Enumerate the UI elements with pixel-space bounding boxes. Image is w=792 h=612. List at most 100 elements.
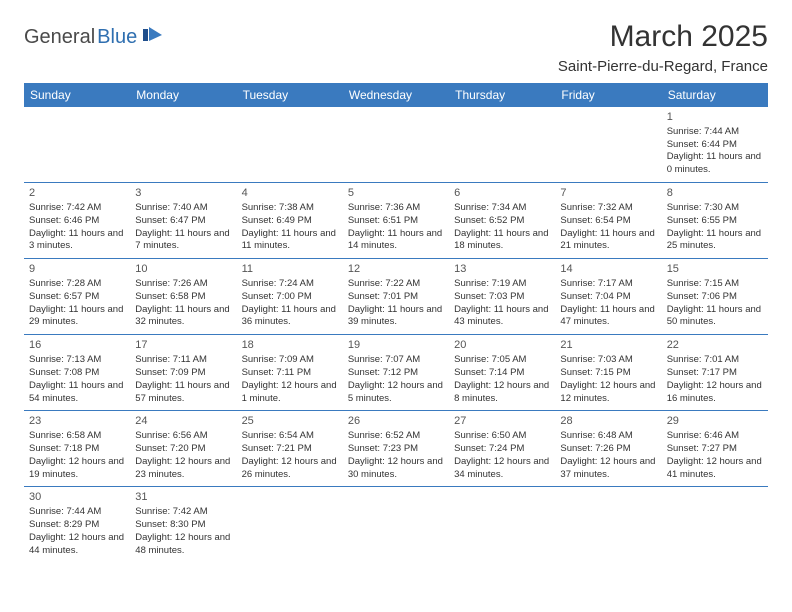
- day-info: Sunrise: 7:32 AMSunset: 6:54 PMDaylight:…: [560, 202, 656, 253]
- day-header: Monday: [130, 83, 236, 107]
- sunrise-text: Sunrise: 7:19 AM: [454, 278, 550, 291]
- daylight-text: Daylight: 11 hours and 0 minutes.: [667, 151, 763, 177]
- calendar-day-cell: 14Sunrise: 7:17 AMSunset: 7:04 PMDayligh…: [555, 259, 661, 335]
- daylight-text: Daylight: 11 hours and 7 minutes.: [135, 228, 231, 254]
- sunrise-text: Sunrise: 7:15 AM: [667, 278, 763, 291]
- calendar-day-cell: 4Sunrise: 7:38 AMSunset: 6:49 PMDaylight…: [237, 183, 343, 259]
- calendar-week-row: 23Sunrise: 6:58 AMSunset: 7:18 PMDayligh…: [24, 411, 768, 487]
- sunset-text: Sunset: 7:11 PM: [242, 367, 338, 380]
- daylight-text: Daylight: 12 hours and 19 minutes.: [29, 456, 125, 482]
- sunset-text: Sunset: 7:00 PM: [242, 291, 338, 304]
- daylight-text: Daylight: 11 hours and 32 minutes.: [135, 304, 231, 330]
- day-number: 15: [667, 262, 763, 277]
- calendar-day-cell: 29Sunrise: 6:46 AMSunset: 7:27 PMDayligh…: [662, 411, 768, 487]
- daylight-text: Daylight: 11 hours and 36 minutes.: [242, 304, 338, 330]
- sunset-text: Sunset: 6:55 PM: [667, 215, 763, 228]
- calendar-day-cell: [449, 107, 555, 183]
- day-header: Thursday: [449, 83, 555, 107]
- daylight-text: Daylight: 12 hours and 34 minutes.: [454, 456, 550, 482]
- calendar-day-cell: 31Sunrise: 7:42 AMSunset: 8:30 PMDayligh…: [130, 487, 236, 563]
- calendar-day-cell: 22Sunrise: 7:01 AMSunset: 7:17 PMDayligh…: [662, 335, 768, 411]
- day-number: 11: [242, 262, 338, 277]
- calendar-table: Sunday Monday Tuesday Wednesday Thursday…: [24, 83, 768, 563]
- day-number: 28: [560, 414, 656, 429]
- sunrise-text: Sunrise: 7:44 AM: [667, 126, 763, 139]
- calendar-week-row: 16Sunrise: 7:13 AMSunset: 7:08 PMDayligh…: [24, 335, 768, 411]
- calendar-day-cell: [449, 487, 555, 563]
- day-number: 14: [560, 262, 656, 277]
- sunset-text: Sunset: 6:49 PM: [242, 215, 338, 228]
- month-title: March 2025: [558, 20, 768, 54]
- daylight-text: Daylight: 12 hours and 8 minutes.: [454, 380, 550, 406]
- daylight-text: Daylight: 11 hours and 39 minutes.: [348, 304, 444, 330]
- calendar-day-cell: 6Sunrise: 7:34 AMSunset: 6:52 PMDaylight…: [449, 183, 555, 259]
- calendar-week-row: 1Sunrise: 7:44 AMSunset: 6:44 PMDaylight…: [24, 107, 768, 183]
- calendar-day-cell: 12Sunrise: 7:22 AMSunset: 7:01 PMDayligh…: [343, 259, 449, 335]
- day-number: 12: [348, 262, 444, 277]
- day-info: Sunrise: 7:17 AMSunset: 7:04 PMDaylight:…: [560, 278, 656, 329]
- calendar-day-cell: 8Sunrise: 7:30 AMSunset: 6:55 PMDaylight…: [662, 183, 768, 259]
- day-header: Friday: [555, 83, 661, 107]
- daylight-text: Daylight: 12 hours and 1 minute.: [242, 380, 338, 406]
- daylight-text: Daylight: 11 hours and 54 minutes.: [29, 380, 125, 406]
- calendar-day-cell: [237, 487, 343, 563]
- sunset-text: Sunset: 7:27 PM: [667, 443, 763, 456]
- header: General Blue March 2025 Saint-Pierre-du-…: [24, 20, 768, 75]
- day-info: Sunrise: 7:11 AMSunset: 7:09 PMDaylight:…: [135, 354, 231, 405]
- day-info: Sunrise: 7:26 AMSunset: 6:58 PMDaylight:…: [135, 278, 231, 329]
- daylight-text: Daylight: 12 hours and 26 minutes.: [242, 456, 338, 482]
- day-number: 16: [29, 338, 125, 353]
- sunrise-text: Sunrise: 6:56 AM: [135, 430, 231, 443]
- calendar-day-cell: 27Sunrise: 6:50 AMSunset: 7:24 PMDayligh…: [449, 411, 555, 487]
- sunset-text: Sunset: 7:09 PM: [135, 367, 231, 380]
- sunrise-text: Sunrise: 6:58 AM: [29, 430, 125, 443]
- sunrise-text: Sunrise: 6:46 AM: [667, 430, 763, 443]
- sunset-text: Sunset: 6:52 PM: [454, 215, 550, 228]
- sunset-text: Sunset: 7:26 PM: [560, 443, 656, 456]
- calendar-day-cell: 24Sunrise: 6:56 AMSunset: 7:20 PMDayligh…: [130, 411, 236, 487]
- calendar-day-cell: 20Sunrise: 7:05 AMSunset: 7:14 PMDayligh…: [449, 335, 555, 411]
- daylight-text: Daylight: 12 hours and 12 minutes.: [560, 380, 656, 406]
- calendar-day-cell: 2Sunrise: 7:42 AMSunset: 6:46 PMDaylight…: [24, 183, 130, 259]
- sunrise-text: Sunrise: 7:38 AM: [242, 202, 338, 215]
- sunset-text: Sunset: 7:01 PM: [348, 291, 444, 304]
- day-number: 29: [667, 414, 763, 429]
- sunset-text: Sunset: 6:51 PM: [348, 215, 444, 228]
- day-info: Sunrise: 7:44 AMSunset: 6:44 PMDaylight:…: [667, 126, 763, 177]
- calendar-day-cell: [130, 107, 236, 183]
- sunset-text: Sunset: 6:46 PM: [29, 215, 125, 228]
- calendar-day-cell: 9Sunrise: 7:28 AMSunset: 6:57 PMDaylight…: [24, 259, 130, 335]
- sunset-text: Sunset: 7:17 PM: [667, 367, 763, 380]
- day-info: Sunrise: 7:44 AMSunset: 8:29 PMDaylight:…: [29, 506, 125, 557]
- day-info: Sunrise: 7:07 AMSunset: 7:12 PMDaylight:…: [348, 354, 444, 405]
- day-info: Sunrise: 7:03 AMSunset: 7:15 PMDaylight:…: [560, 354, 656, 405]
- day-number: 31: [135, 490, 231, 505]
- calendar-day-cell: 11Sunrise: 7:24 AMSunset: 7:00 PMDayligh…: [237, 259, 343, 335]
- sunset-text: Sunset: 6:44 PM: [667, 139, 763, 152]
- sunrise-text: Sunrise: 7:13 AM: [29, 354, 125, 367]
- day-header: Saturday: [662, 83, 768, 107]
- logo-text-blue: Blue: [97, 26, 137, 49]
- sunrise-text: Sunrise: 7:36 AM: [348, 202, 444, 215]
- day-info: Sunrise: 7:15 AMSunset: 7:06 PMDaylight:…: [667, 278, 763, 329]
- daylight-text: Daylight: 12 hours and 30 minutes.: [348, 456, 444, 482]
- sunset-text: Sunset: 7:23 PM: [348, 443, 444, 456]
- sunrise-text: Sunrise: 7:26 AM: [135, 278, 231, 291]
- sunrise-text: Sunrise: 7:07 AM: [348, 354, 444, 367]
- day-number: 13: [454, 262, 550, 277]
- sunrise-text: Sunrise: 6:48 AM: [560, 430, 656, 443]
- logo-text-dark: General: [24, 26, 95, 49]
- day-number: 4: [242, 186, 338, 201]
- day-info: Sunrise: 6:52 AMSunset: 7:23 PMDaylight:…: [348, 430, 444, 481]
- sunset-text: Sunset: 8:30 PM: [135, 519, 231, 532]
- day-number: 9: [29, 262, 125, 277]
- sunset-text: Sunset: 7:03 PM: [454, 291, 550, 304]
- day-info: Sunrise: 7:34 AMSunset: 6:52 PMDaylight:…: [454, 202, 550, 253]
- calendar-day-cell: [555, 487, 661, 563]
- sunset-text: Sunset: 6:58 PM: [135, 291, 231, 304]
- day-info: Sunrise: 6:54 AMSunset: 7:21 PMDaylight:…: [242, 430, 338, 481]
- daylight-text: Daylight: 12 hours and 5 minutes.: [348, 380, 444, 406]
- sunrise-text: Sunrise: 7:28 AM: [29, 278, 125, 291]
- day-info: Sunrise: 7:22 AMSunset: 7:01 PMDaylight:…: [348, 278, 444, 329]
- calendar-week-row: 30Sunrise: 7:44 AMSunset: 8:29 PMDayligh…: [24, 487, 768, 563]
